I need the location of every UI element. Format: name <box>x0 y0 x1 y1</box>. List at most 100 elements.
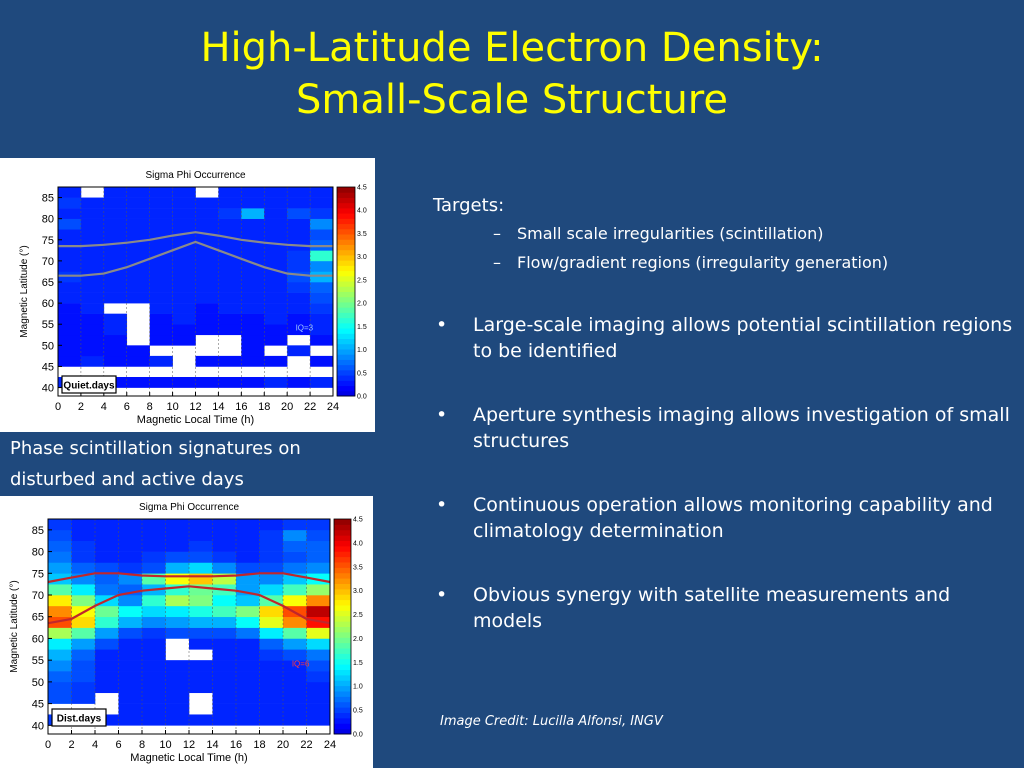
heatmap-cell <box>212 660 237 672</box>
y-tick-label: 70 <box>42 256 54 268</box>
colorbar-segment <box>334 524 351 531</box>
heatmap-cell <box>310 282 334 293</box>
heatmap-cell <box>95 519 119 531</box>
heatmap-cell <box>103 345 128 357</box>
heatmap-cell <box>172 187 196 198</box>
chart-title: Sigma Phi Occurrence <box>139 502 239 513</box>
heatmap-cell <box>71 638 96 650</box>
heatmap-cell <box>80 208 105 219</box>
heatmap-cell <box>264 303 288 314</box>
x-tick-label: 20 <box>277 739 289 751</box>
heatmap-cell <box>306 703 331 715</box>
colorbar-segment <box>337 254 355 261</box>
heatmap-cell <box>195 208 219 219</box>
colorbar-segment <box>337 244 355 251</box>
heatmap-cell <box>236 638 260 650</box>
heatmap-cell <box>283 638 307 650</box>
slide-title: High-Latitude Electron Density: Small-Sc… <box>0 22 1024 126</box>
heatmap-cell <box>212 681 237 694</box>
heatmap-cell <box>118 551 143 563</box>
heatmap-cell <box>71 595 96 607</box>
bullet-item: • Aperture synthesis imaging allows inves… <box>433 402 1013 454</box>
heatmap-cell <box>310 355 334 367</box>
colorbar-segment <box>337 312 355 319</box>
heatmap-cell <box>259 714 284 726</box>
colorbar-segment <box>334 551 351 558</box>
heatmap-cell <box>189 529 213 542</box>
heatmap-cell <box>149 218 173 230</box>
heatmap-cell <box>165 660 190 672</box>
y-tick-label: 80 <box>32 547 44 559</box>
x-tick-label: 0 <box>55 401 61 413</box>
heatmap-cell <box>195 250 219 262</box>
heatmap-cell <box>236 519 260 531</box>
heatmap-cell <box>283 584 307 596</box>
heatmap-cell <box>189 595 213 607</box>
heatmap-cell <box>236 573 260 585</box>
colorbar-segment <box>334 556 351 563</box>
heatmap-cell <box>80 250 105 262</box>
colorbar-tick-label: 3.0 <box>357 254 367 261</box>
heatmap-cell <box>172 271 196 283</box>
heatmap-cell <box>259 692 284 704</box>
colorbar-segment <box>337 275 355 282</box>
colorbar-segment <box>334 583 351 590</box>
heatmap-cell <box>310 229 334 241</box>
heatmap-cell <box>48 692 72 704</box>
heatmap-cell <box>241 377 265 388</box>
x-tick-label: 20 <box>281 401 293 413</box>
heatmap-cell <box>118 540 143 552</box>
heatmap-cell <box>172 250 196 262</box>
heatmap-cell <box>172 292 196 304</box>
colorbar-segment <box>334 723 351 730</box>
colorbar-segment <box>334 631 351 638</box>
heatmap-cell <box>95 671 119 683</box>
heatmap-cell <box>287 303 311 314</box>
heatmap-cell <box>189 540 213 552</box>
heatmap-cell <box>103 324 128 336</box>
heatmap-cell <box>103 282 128 293</box>
colorbar-tick-label: 0.5 <box>357 370 367 377</box>
heatmap-cell <box>58 229 82 241</box>
bullet-text: Large-scale imaging allows potential sci… <box>473 314 1013 362</box>
heatmap-cell <box>103 250 128 262</box>
x-tick-label: 2 <box>78 401 84 413</box>
colorbar-segment <box>337 354 355 360</box>
colorbar-tick-label: 3.5 <box>357 231 367 238</box>
heatmap-cell <box>287 208 311 219</box>
heatmap-cell <box>259 584 284 596</box>
heatmap-cell <box>95 714 119 726</box>
heatmap-cell <box>48 605 72 618</box>
heatmap-cell <box>95 540 119 552</box>
heatmap-cell <box>95 660 119 672</box>
colorbar-segment <box>337 385 355 392</box>
heatmap-cell <box>126 208 150 219</box>
heatmap-cell <box>310 250 334 262</box>
heatmap-cell <box>165 562 190 574</box>
heatmap-cell <box>142 627 166 639</box>
heatmap-cell <box>189 638 213 650</box>
heatmap-cell <box>172 324 196 336</box>
heatmap-cell <box>118 562 143 574</box>
heatmap-cell <box>142 605 166 618</box>
quiet-days-chart: 0 2 4 6 8 10 12 14 16 18 20 22 24 40 45 50 55 60 65 70 75 80 8… <box>0 158 375 432</box>
heatmap-cell <box>283 671 307 683</box>
heatmap-cell <box>283 540 307 552</box>
bullet-dot-icon: • <box>436 314 448 336</box>
x-tick-label: 16 <box>235 401 247 413</box>
heatmap-cell <box>95 605 119 618</box>
colorbar-segment <box>334 545 351 552</box>
colorbar-segment <box>334 717 351 724</box>
heatmap-cell <box>264 271 288 283</box>
heatmap-cell <box>306 540 331 552</box>
heatmap-cell <box>195 260 219 272</box>
heatmap-cell <box>48 627 72 639</box>
heatmap-cell <box>310 208 334 219</box>
heatmap-cell <box>149 334 173 346</box>
heatmap-cell <box>306 562 331 574</box>
heatmap-cell <box>80 197 105 209</box>
heatmap-cell <box>212 605 237 618</box>
heatmap-cell <box>71 584 96 596</box>
heatmap-cell <box>142 681 166 694</box>
heatmap-cell <box>165 529 190 542</box>
